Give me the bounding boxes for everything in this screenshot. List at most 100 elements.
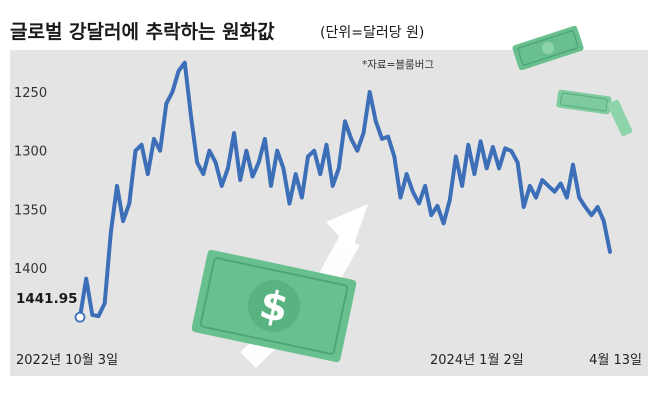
data-point	[393, 155, 396, 158]
data-point	[214, 161, 217, 164]
data-point	[189, 114, 193, 117]
data-points	[78, 61, 612, 319]
chart-title: 글로벌 강달러에 추락하는 원화값	[10, 21, 275, 43]
data-point	[497, 167, 501, 170]
data-point	[239, 178, 242, 182]
data-point	[140, 143, 143, 146]
data-point	[430, 214, 433, 217]
data-point	[121, 219, 125, 223]
data-point	[454, 155, 458, 158]
y-tick-label: 1300	[14, 145, 47, 160]
annotation-label: 1441.95	[16, 291, 78, 307]
data-point	[386, 135, 390, 138]
data-point	[349, 137, 353, 141]
annotation-marker	[74, 311, 86, 323]
data-point	[343, 120, 347, 123]
data-point	[356, 149, 359, 152]
data-point	[534, 196, 538, 199]
data-point	[208, 149, 211, 152]
data-point	[504, 147, 507, 150]
data-point	[362, 131, 365, 135]
data-point	[547, 184, 550, 188]
data-point	[374, 120, 378, 123]
data-point	[195, 161, 199, 164]
dollar-bill-icon: $	[191, 249, 357, 363]
data-point	[411, 190, 414, 193]
data-point	[134, 149, 137, 152]
data-point	[245, 149, 248, 152]
data-point	[584, 205, 587, 209]
x-tick-label: 4월 13일	[589, 353, 642, 368]
data-point	[97, 314, 100, 318]
data-point	[467, 143, 470, 146]
data-point	[448, 198, 451, 202]
data-point	[399, 196, 402, 199]
data-point	[269, 184, 273, 188]
data-point	[577, 196, 581, 199]
data-point	[288, 202, 291, 205]
data-point	[602, 219, 606, 223]
data-point	[220, 184, 223, 188]
data-point	[337, 167, 341, 170]
data-point	[263, 137, 267, 141]
data-point	[473, 172, 476, 176]
data-point	[565, 196, 569, 199]
data-point	[294, 172, 297, 176]
data-point	[91, 313, 94, 317]
data-point	[522, 205, 525, 209]
data-point	[306, 155, 310, 158]
data-point	[177, 69, 180, 73]
data-point	[103, 302, 106, 305]
data-point	[417, 202, 421, 205]
x-axis: 2022년 10월 3일 2024년 1월 2일 4월 13일	[16, 353, 642, 368]
y-tick-label: 1250	[14, 86, 47, 101]
data-point	[541, 178, 544, 182]
data-point	[460, 184, 464, 188]
data-point	[146, 172, 149, 176]
data-point	[423, 184, 427, 188]
data-point	[380, 137, 384, 141]
data-point	[442, 222, 445, 225]
data-point	[276, 149, 279, 152]
data-point	[319, 172, 322, 176]
x-tick-label: 2022년 10월 3일	[16, 353, 118, 368]
data-point	[559, 182, 562, 185]
data-point	[331, 184, 334, 188]
data-point	[165, 102, 168, 105]
y-tick-label: 1400	[14, 262, 47, 277]
data-point	[491, 145, 495, 149]
data-point	[84, 277, 88, 280]
data-point	[553, 190, 556, 193]
data-point	[115, 184, 119, 188]
data-point	[596, 205, 599, 209]
chart-unit: (단위=달러당 원)	[320, 25, 424, 41]
data-point	[528, 184, 532, 188]
data-point	[368, 90, 371, 94]
data-point	[510, 149, 513, 153]
data-point	[312, 149, 316, 152]
data-point	[325, 143, 328, 146]
data-point	[479, 140, 482, 143]
data-point	[571, 163, 575, 166]
data-point	[516, 161, 519, 164]
data-point	[257, 161, 260, 164]
data-point	[202, 172, 205, 176]
source-note: *자료=블룸버그	[362, 59, 434, 71]
data-point	[436, 204, 439, 208]
data-point	[109, 231, 113, 234]
data-point	[300, 196, 304, 199]
data-point	[128, 202, 131, 205]
annotations: 1441.951300.401386.2	[16, 291, 86, 323]
y-axis: 1250 1300 1350 1400	[14, 86, 47, 277]
data-point	[590, 214, 593, 217]
data-point	[152, 137, 156, 141]
data-point	[485, 167, 488, 170]
y-tick-label: 1350	[14, 203, 47, 218]
data-point	[226, 167, 230, 170]
x-tick-label: 2024년 1월 2일	[430, 353, 524, 368]
dollar-bill-icon	[607, 99, 633, 137]
data-point	[405, 172, 408, 176]
data-point	[282, 167, 285, 170]
data-point	[232, 131, 236, 135]
